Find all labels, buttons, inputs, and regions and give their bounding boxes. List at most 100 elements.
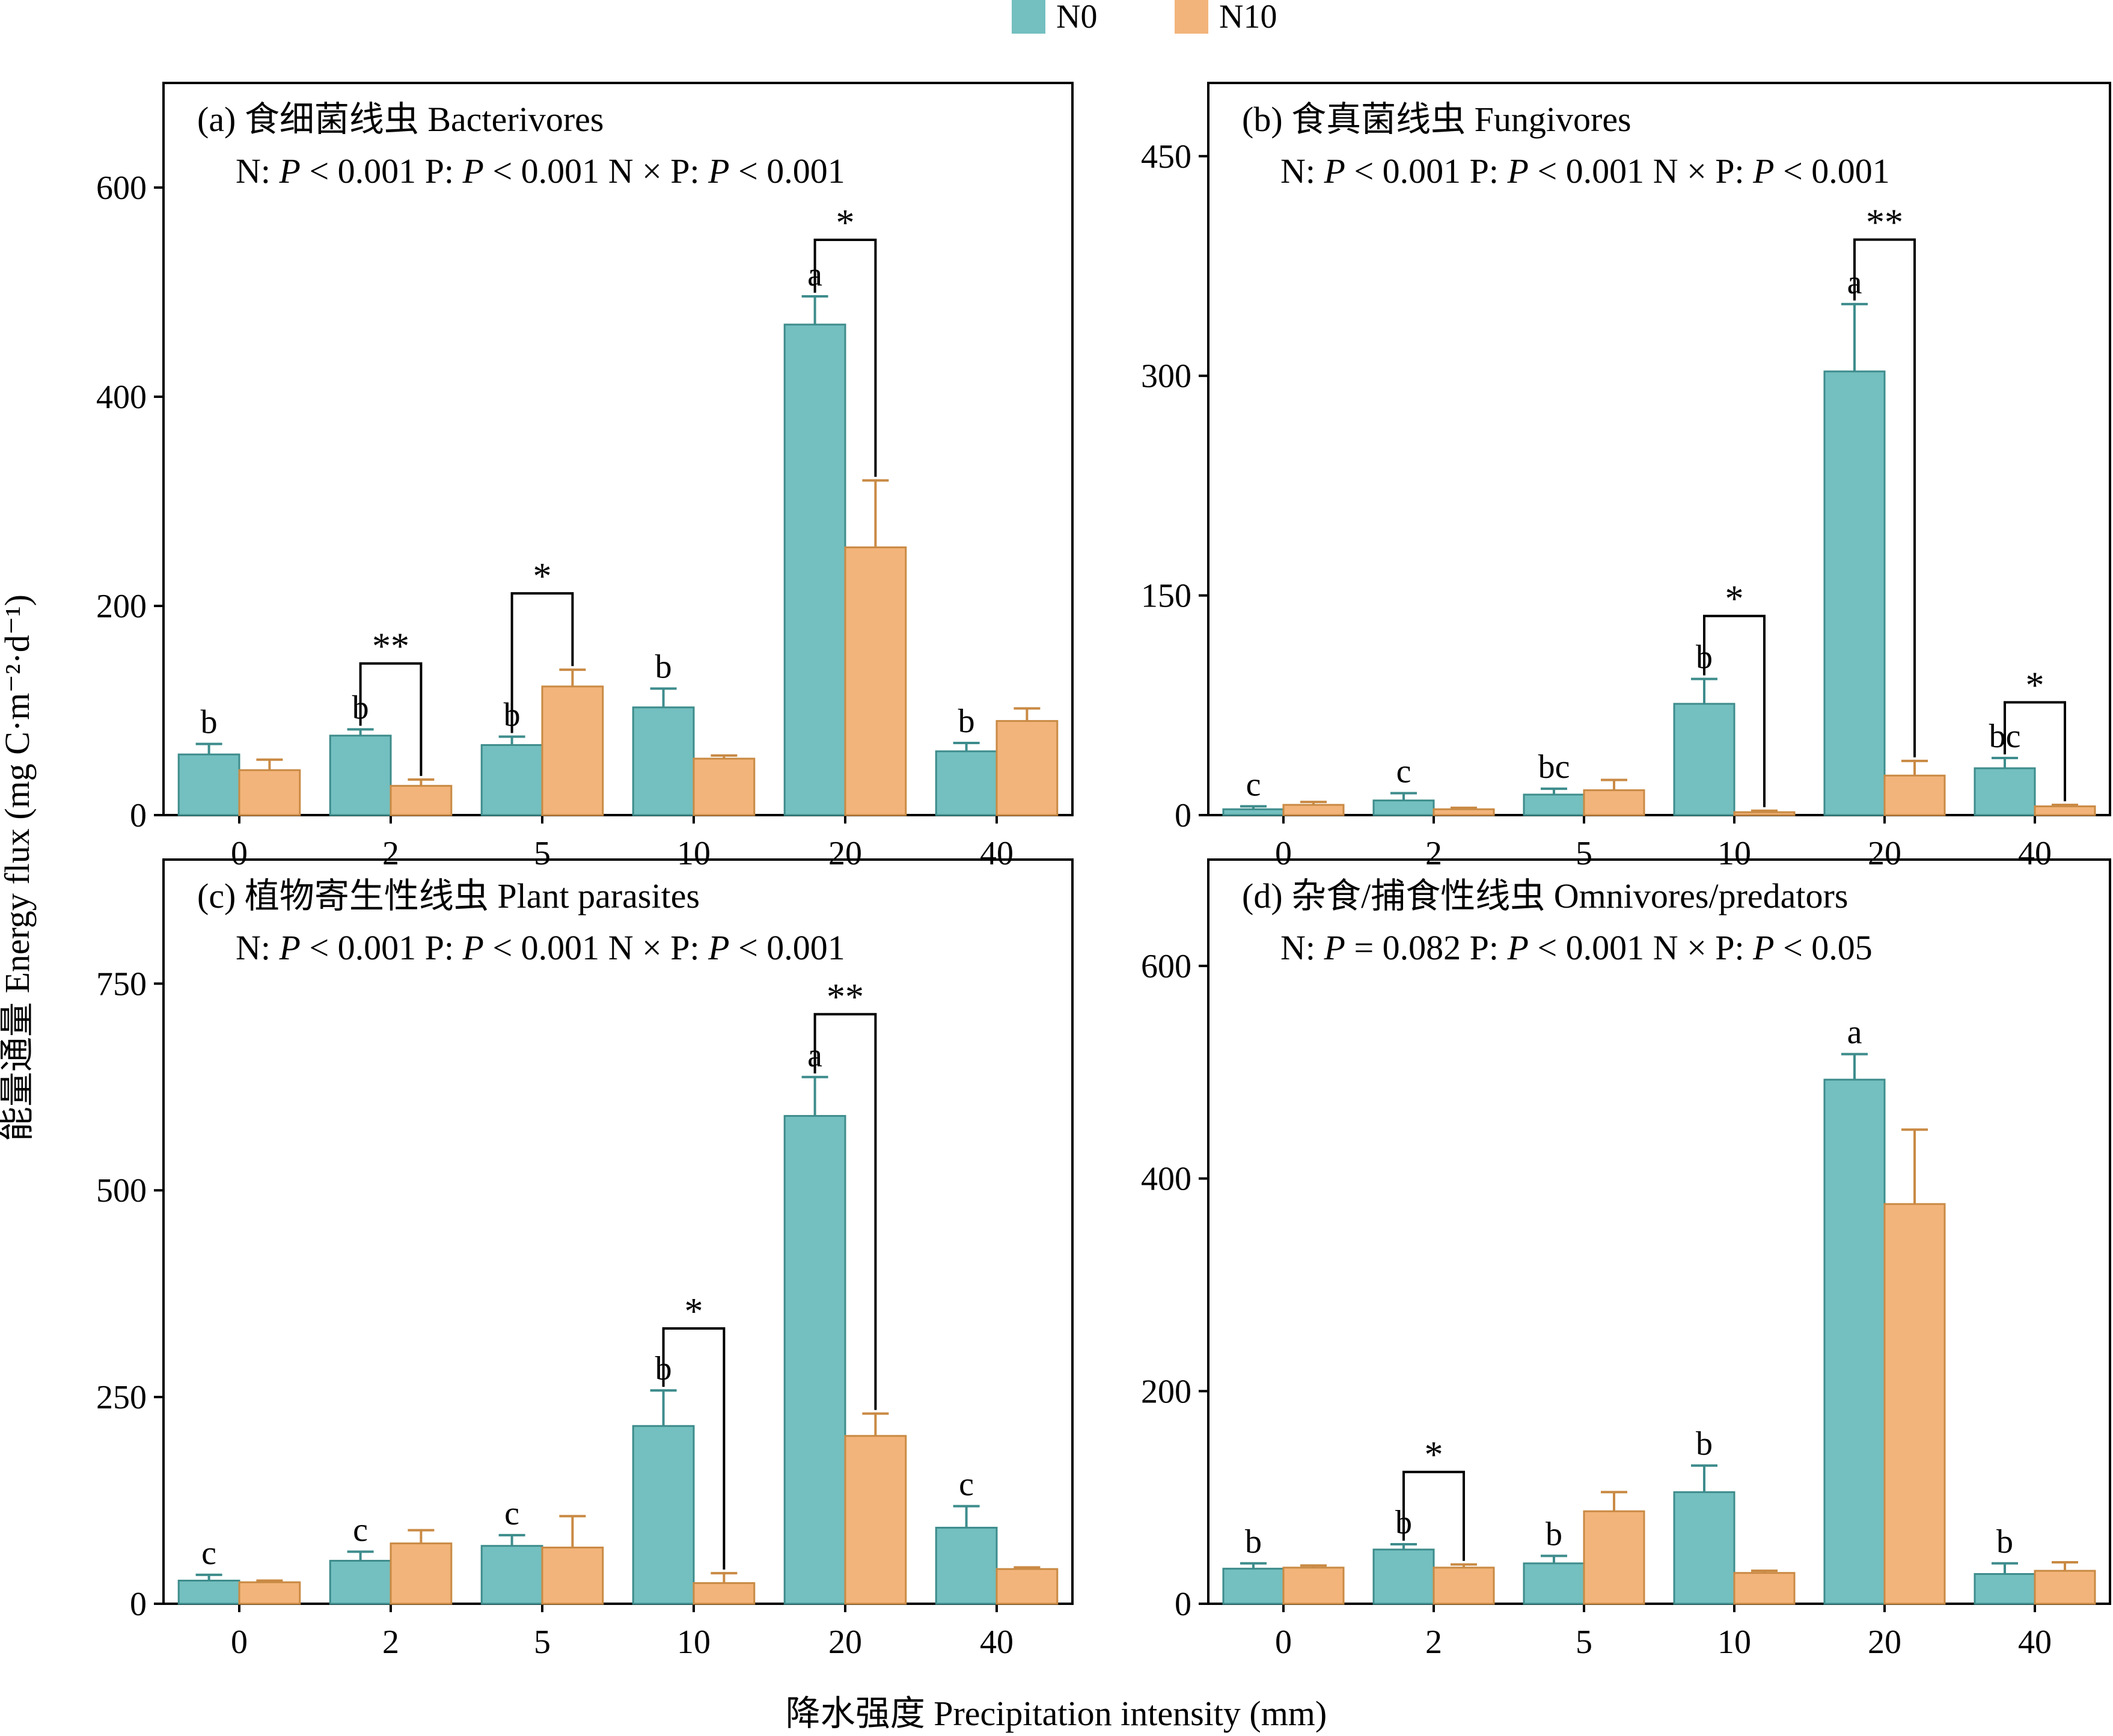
x-tick-label: 40: [2018, 835, 2052, 872]
bar-n0-5: [1523, 793, 1585, 816]
bar-n10-20: [844, 546, 907, 816]
x-tick-label: 40: [980, 1624, 1014, 1661]
x-tick-label: 40: [2018, 1624, 2052, 1661]
panels: 0 20 0 40 0 600 0 2 5 10 20 40 (a) 食细菌线虫 Bacterivore…: [96, 82, 2111, 1661]
x-tick-label: 20: [1868, 1624, 1901, 1661]
x-tick-label: 0: [231, 835, 248, 872]
bar-n10-5: [541, 1546, 604, 1605]
significance-letter: c: [504, 1495, 519, 1532]
bar-n0-0: [1222, 808, 1285, 816]
significance-bracket: [2004, 701, 2066, 801]
bar-n0-20: [783, 323, 846, 816]
y-tick-label: 0: [1175, 1586, 1191, 1623]
bar-n10-10: [693, 1582, 756, 1605]
panel-title: (b) 食真菌线虫 Fungivores: [1242, 100, 1631, 139]
y-axis-title: 能量通量 Energy flux (mg C·m⁻²·d⁻¹): [0, 594, 37, 1142]
x-tick-label: 5: [1576, 835, 1592, 872]
bar-n0-20: [1823, 370, 1886, 816]
bar-n10-0: [1282, 1566, 1345, 1605]
bar-n10-2: [1433, 1566, 1495, 1605]
bar-n10-10: [1733, 811, 1796, 816]
bar-n0-40: [1974, 1572, 2036, 1605]
x-tick-label: 5: [534, 835, 551, 872]
significance-letter: c: [201, 1535, 216, 1572]
bar-n0-2: [329, 735, 392, 816]
significance-stars: **: [827, 977, 864, 1018]
significance-letter: b: [1696, 1425, 1713, 1462]
significance-letter: b: [1996, 1523, 2013, 1560]
bar-n0-10: [632, 1425, 695, 1605]
bar-n0-40: [935, 1526, 998, 1605]
panel-title: (d) 杂食/捕食性线虫 Omnivores/predators: [1242, 876, 1848, 915]
significance-bracket: [813, 1013, 877, 1410]
bar-n0-10: [1673, 1491, 1735, 1605]
bar-n0-0: [1222, 1568, 1285, 1605]
significance-letter: b: [958, 703, 975, 740]
x-tick-label: 0: [1275, 835, 1292, 872]
x-axis-title: 降水强度 Precipitation intensity (mm): [786, 1694, 1327, 1733]
x-tick-label: 2: [1425, 835, 1442, 872]
significance-stars: *: [1725, 579, 1744, 620]
legend: N0 N10: [1012, 0, 1277, 35]
significance-stars: *: [685, 1291, 703, 1332]
panel-title: (c) 植物寄生性线虫 Plant parasites: [197, 876, 700, 915]
y-tick-label: 500: [96, 1172, 147, 1209]
bar-n10-0: [238, 1581, 301, 1605]
significance-bracket: [1853, 238, 1916, 757]
y-tick-label: 600: [1141, 948, 1191, 985]
plot-frame: [162, 858, 1074, 1605]
significance-bracket: [1402, 1470, 1465, 1561]
x-tick-label: 10: [1717, 1624, 1751, 1661]
bar-n10-0: [238, 769, 301, 816]
bar-n10-2: [390, 1542, 453, 1605]
bar-n10-10: [693, 757, 756, 816]
significance-stars: **: [372, 626, 409, 667]
x-tick-label: 0: [231, 1624, 248, 1661]
bar-n10-20: [844, 1435, 907, 1605]
bar-n10-5: [1583, 1510, 1645, 1605]
legend-swatch-n10: [1175, 0, 1208, 34]
bar-n0-10: [632, 706, 695, 816]
x-tick-label: 10: [677, 1624, 711, 1661]
y-tick-label: 750: [96, 965, 147, 1003]
bar-n0-40: [935, 750, 998, 816]
legend-label-n0: N0: [1056, 0, 1097, 35]
bar-n0-20: [783, 1114, 846, 1605]
bar-n0-0: [177, 753, 240, 816]
significance-letter: b: [201, 704, 218, 741]
significance-stars: *: [836, 203, 855, 243]
x-tick-label: 5: [534, 1624, 551, 1661]
bar-n10-40: [2034, 1569, 2096, 1605]
significance-stars: **: [1866, 203, 1903, 243]
significance-bracket: [510, 592, 574, 733]
significance-letter: b: [1546, 1515, 1562, 1553]
bar-n10-20: [1883, 774, 1946, 816]
bar-n10-2: [390, 784, 453, 816]
bar-n0-2: [1372, 799, 1435, 816]
significance-letter: a: [1847, 1014, 1862, 1051]
bar-n0-40: [1974, 767, 2036, 816]
significance-letter: b: [1245, 1523, 1262, 1560]
bar-n10-40: [995, 1568, 1059, 1605]
significance-bracket: [359, 662, 423, 776]
x-tick-label: 20: [1868, 835, 1901, 872]
y-tick-label: 0: [1175, 797, 1191, 834]
significance-stars: *: [533, 556, 552, 597]
y-tick-label: 300: [1141, 358, 1191, 395]
bar-n10-40: [995, 720, 1059, 816]
panel-title: (a) 食细菌线虫 Bacterivores: [197, 100, 604, 139]
panel-a: 0 200 400 600 0 2 5 10 20 40 (a) 食细菌线虫 Bacterivore…: [96, 82, 1074, 872]
significance-letter: c: [353, 1511, 368, 1548]
panel-stats: N: P < 0.001 P: P < 0.001 N × P: P < 0.0…: [1280, 151, 1890, 191]
panel-d: 0 200 400 600 0 2 5 10 20 40 (d) 杂食/捕食性线虫 Omnivore…: [1141, 858, 2111, 1661]
x-tick-label: 20: [828, 835, 862, 872]
x-tick-label: 5: [1576, 1624, 1592, 1661]
x-tick-label: 20: [828, 1624, 862, 1661]
significance-stars: *: [2026, 665, 2044, 706]
y-tick-label: 150: [1141, 578, 1191, 615]
bar-n0-2: [329, 1559, 392, 1605]
plot-frame: [162, 82, 1074, 816]
y-tick-label: 600: [96, 170, 147, 207]
legend-swatch-n0: [1012, 0, 1045, 34]
